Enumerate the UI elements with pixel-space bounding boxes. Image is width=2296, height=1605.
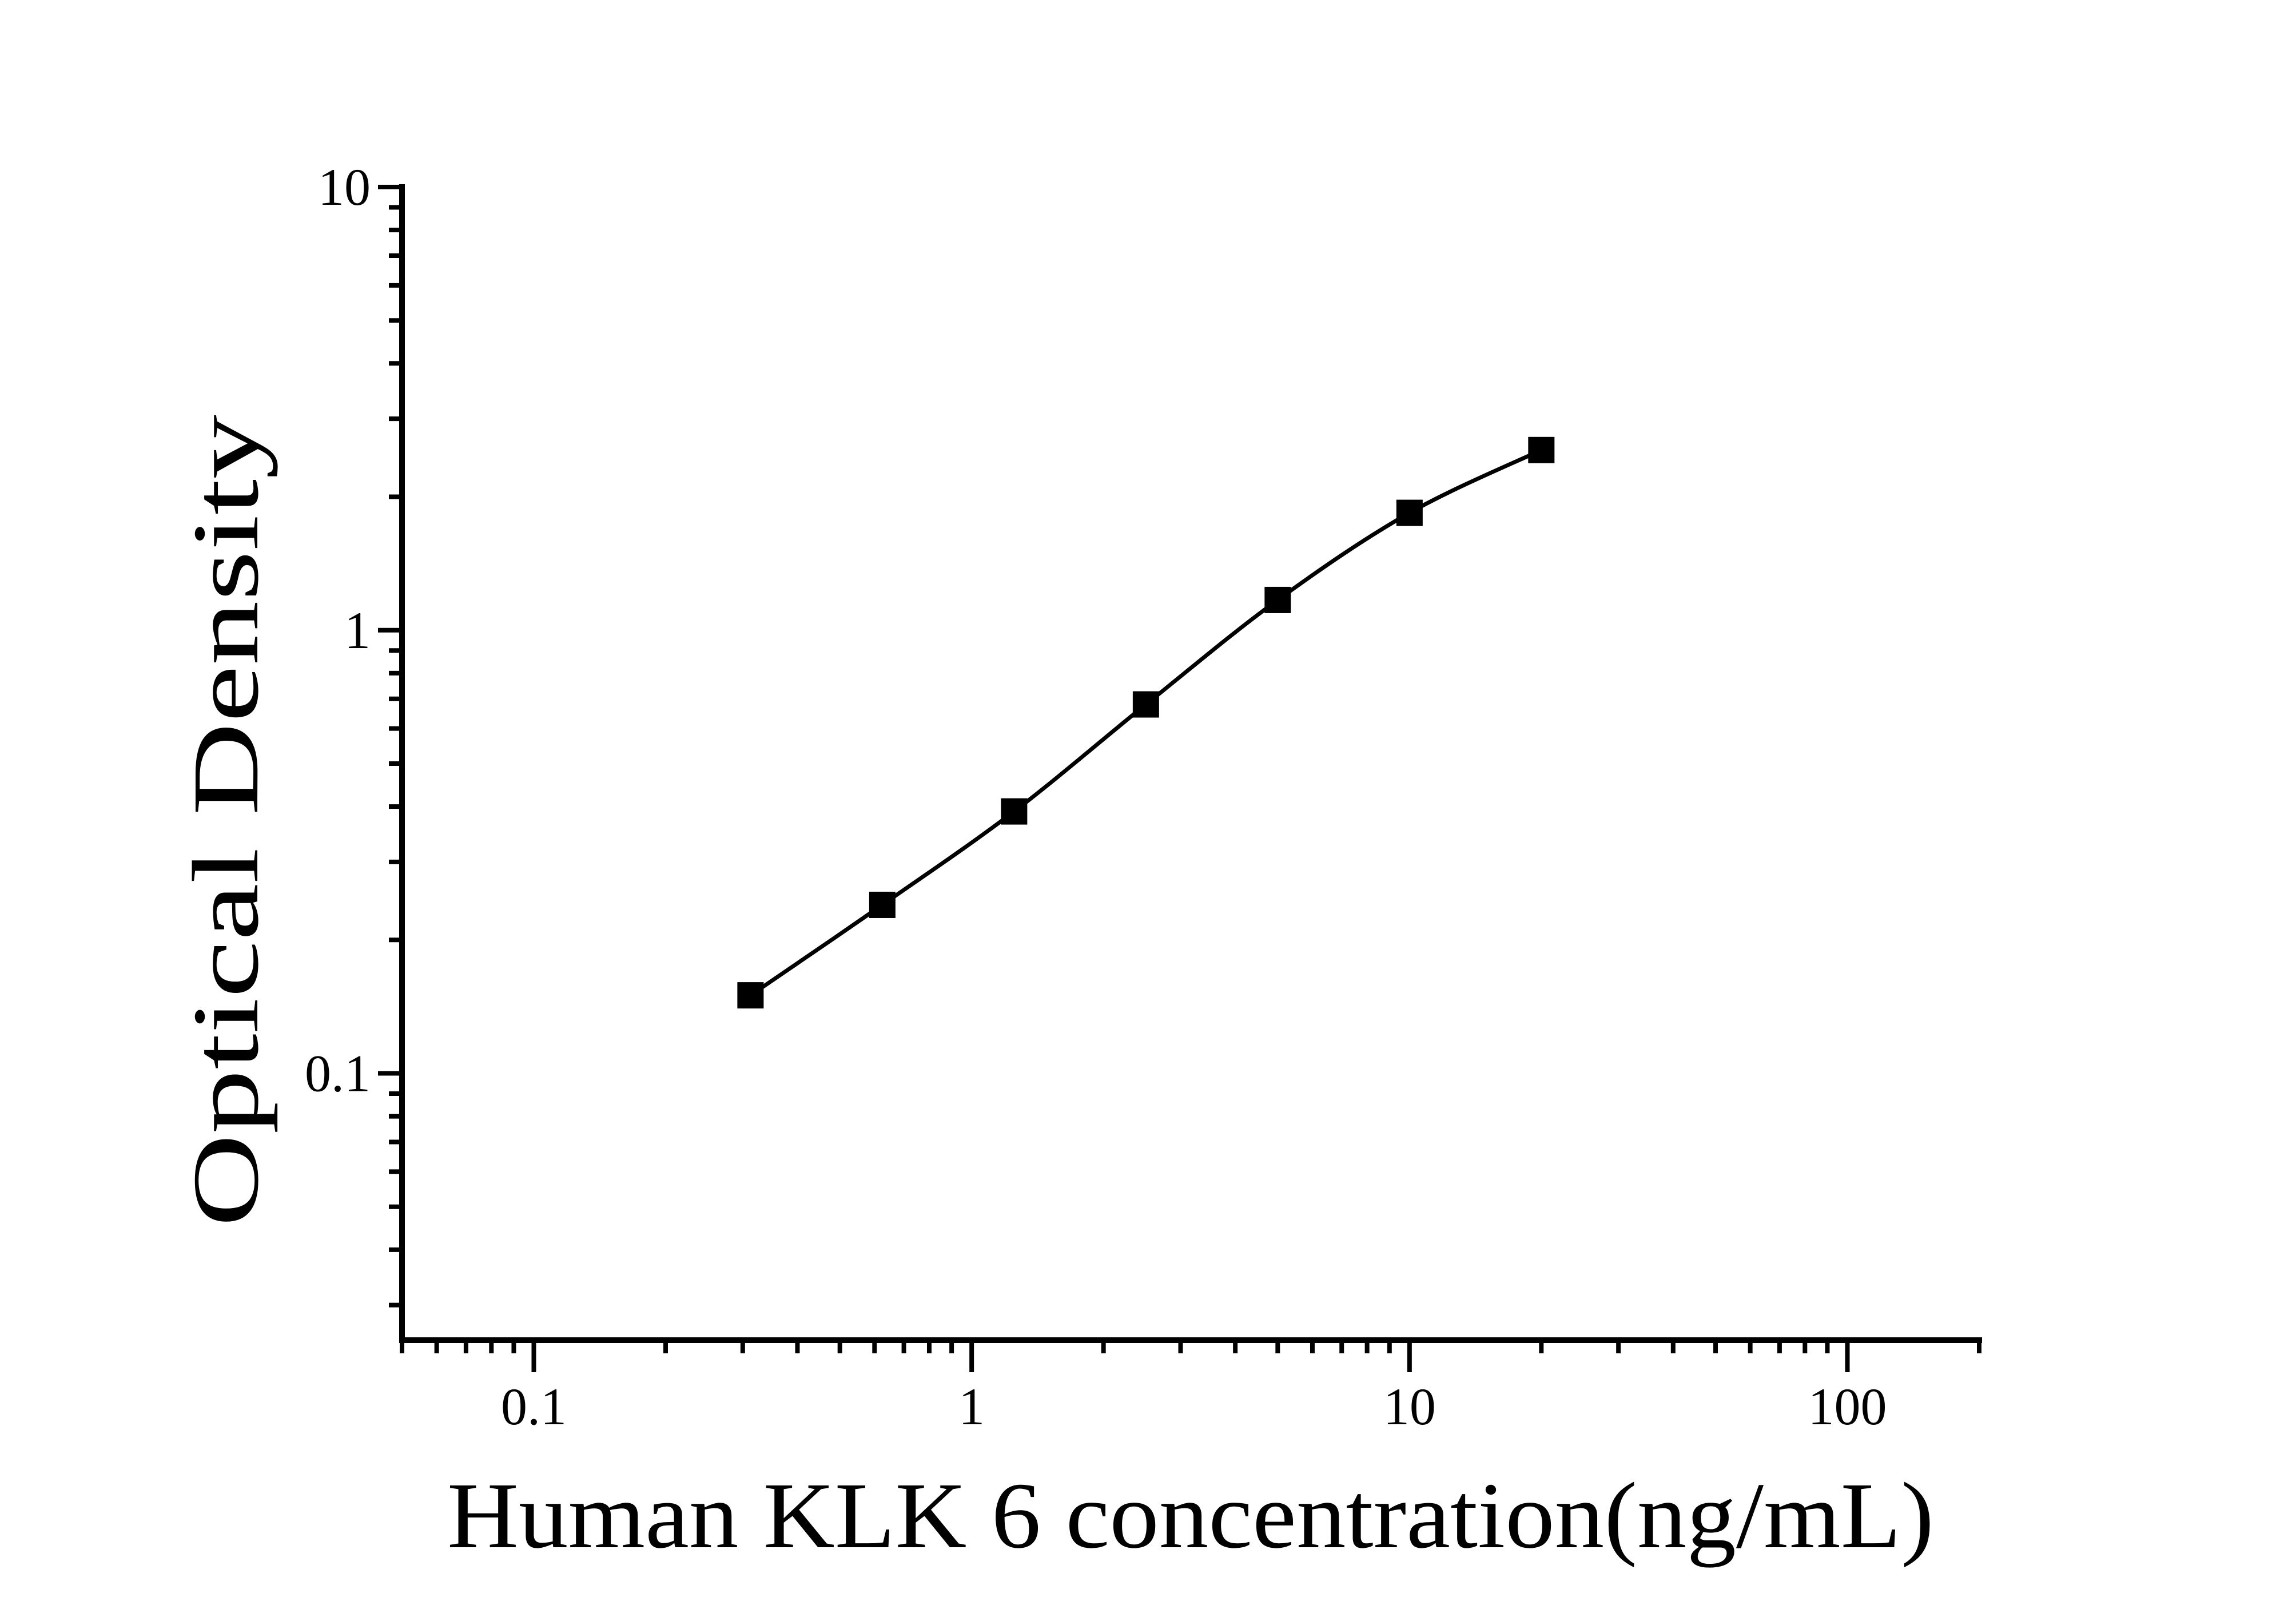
axes-layer: [378, 184, 1982, 1372]
labels-layer: 0.1 1 10 100 0.1 1 10: [305, 158, 1887, 1436]
y-tick-label: 10: [318, 158, 371, 216]
data-point-marker: [1001, 798, 1028, 825]
x-tick-label: 10: [1383, 1377, 1436, 1436]
data-point-marker: [869, 891, 896, 918]
x-tick-label: 1: [958, 1377, 985, 1436]
data-point-marker: [737, 982, 764, 1009]
x-tick-label: 100: [1808, 1377, 1887, 1436]
series-layer: [737, 436, 1555, 1009]
y-axis-title: Optical Density: [173, 415, 278, 1227]
axis-spines: [399, 184, 1982, 1343]
data-point-marker: [1132, 691, 1159, 718]
x-tick-label: 0.1: [501, 1377, 567, 1436]
y-tick-label: 0.1: [305, 1044, 371, 1103]
data-point-marker: [1396, 499, 1423, 526]
standard-curve-line: [749, 448, 1542, 997]
data-point-marker: [1264, 586, 1291, 613]
x-axis-title: Human KLK 6 concentration(ng/mL): [447, 1463, 1934, 1568]
data-point-marker: [1528, 436, 1555, 463]
y-tick-label: 1: [344, 601, 371, 660]
